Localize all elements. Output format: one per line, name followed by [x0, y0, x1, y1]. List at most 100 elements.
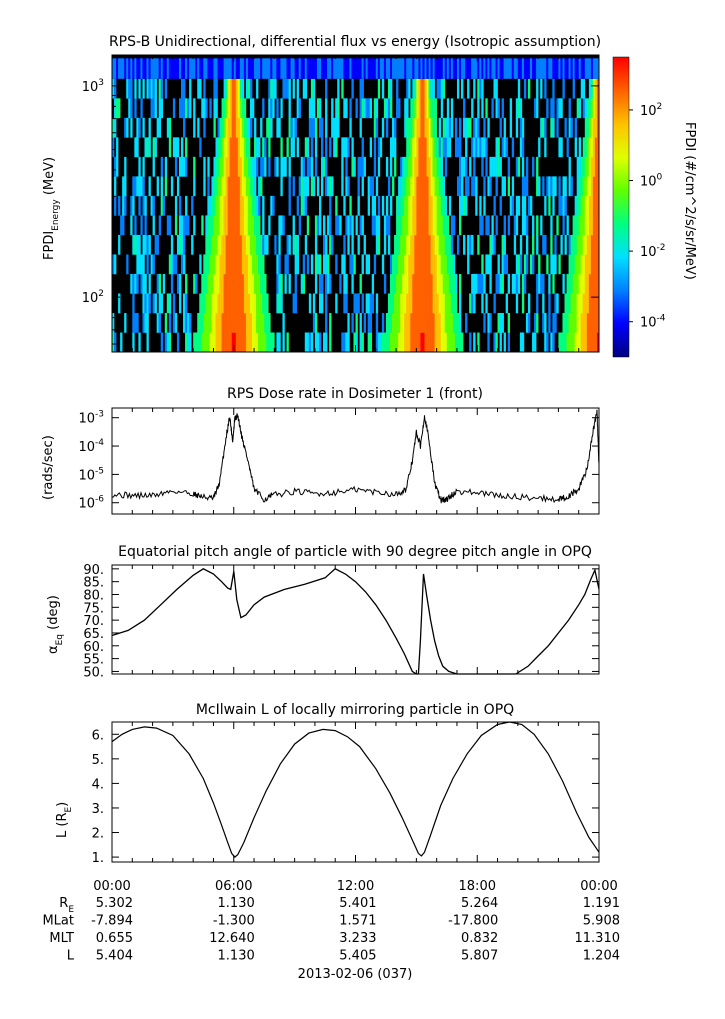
- flux-cell: [576, 254, 580, 275]
- flux-cell: [152, 293, 155, 314]
- flux-cell: [284, 78, 287, 99]
- flux-cell: [404, 312, 407, 333]
- flux-cell: [284, 273, 287, 294]
- flux-cell: [266, 312, 269, 333]
- flux-cell: [588, 195, 592, 216]
- flux-cell: [544, 332, 547, 353]
- flux-cell: [227, 234, 230, 255]
- flux-cell: [499, 156, 502, 177]
- flux-cell: [304, 176, 308, 197]
- flux-cell: [227, 332, 230, 353]
- flux-cell: [126, 78, 129, 99]
- flux-cell: [505, 137, 508, 158]
- flux-cell: [142, 312, 145, 333]
- flux-cell: [394, 117, 397, 138]
- flux-cell: [379, 137, 383, 158]
- flux-cell-top: [288, 58, 291, 79]
- flux-cell: [203, 312, 206, 333]
- flux-cell: [448, 254, 452, 275]
- flux-cell: [550, 234, 553, 255]
- flux-cell: [377, 332, 381, 353]
- flux-cell: [410, 195, 413, 216]
- flux-cell: [349, 195, 352, 216]
- flux-cell: [396, 273, 399, 294]
- flux-cell: [564, 117, 567, 138]
- flux-cell: [582, 78, 586, 99]
- flux-cell: [327, 273, 330, 294]
- flux-cell-top: [203, 58, 206, 79]
- flux-cell: [558, 195, 561, 216]
- flux-cell: [144, 137, 147, 158]
- flux-cell: [337, 78, 340, 99]
- flux-cell: [229, 137, 233, 158]
- flux-cell: [556, 293, 559, 314]
- flux-cell: [580, 156, 584, 177]
- flux-cell: [347, 137, 350, 158]
- flux-cell: [481, 293, 484, 314]
- panel3-ytick-label: 55.: [83, 653, 104, 668]
- flux-cell: [416, 156, 419, 177]
- flux-cell: [335, 254, 338, 275]
- flux-cell: [227, 254, 230, 275]
- flux-cell: [223, 293, 226, 314]
- flux-cell: [418, 332, 421, 353]
- flux-cell: [436, 137, 439, 158]
- flux-cell: [402, 293, 405, 314]
- flux-cell: [217, 254, 220, 275]
- flux-cell: [304, 195, 308, 216]
- flux-cell: [361, 78, 364, 99]
- flux-cell: [235, 254, 239, 275]
- flux-cell: [180, 234, 184, 255]
- flux-cell: [389, 156, 393, 177]
- flux-cell: [231, 273, 235, 294]
- flux-cell: [201, 312, 204, 333]
- flux-cell: [367, 293, 371, 314]
- flux-cell: [592, 98, 596, 119]
- flux-cell-top: [515, 58, 519, 79]
- flux-cell: [174, 195, 178, 216]
- flux-cell: [394, 332, 397, 353]
- flux-cell: [475, 176, 478, 197]
- flux-cell: [412, 176, 415, 197]
- flux-cell: [414, 156, 417, 177]
- flux-cell: [436, 312, 439, 333]
- flux-cell: [215, 176, 218, 197]
- flux-cell: [203, 156, 206, 177]
- flux-cell: [404, 332, 407, 353]
- flux-cell: [353, 293, 356, 314]
- flux-cell-top: [148, 58, 151, 79]
- flux-cell: [497, 137, 500, 158]
- flux-cell: [434, 273, 437, 294]
- flux-cell: [270, 117, 273, 138]
- flux-cell-top: [282, 58, 285, 79]
- flux-cell: [392, 176, 395, 197]
- flux-cell: [513, 215, 517, 236]
- flux-cell: [166, 293, 170, 314]
- flux-cell: [274, 78, 277, 99]
- ephemeris-value: 11.310: [575, 931, 621, 946]
- flux-cell: [148, 78, 151, 99]
- flux-cell: [302, 156, 306, 177]
- flux-cell: [359, 332, 362, 353]
- flux-cell: [487, 332, 490, 353]
- flux-cell: [542, 117, 545, 138]
- flux-cell: [495, 176, 498, 197]
- flux-cell: [424, 117, 427, 138]
- flux-cell: [227, 156, 230, 177]
- flux-cell-top: [396, 58, 399, 79]
- flux-cell: [404, 156, 407, 177]
- flux-cell: [564, 312, 567, 333]
- flux-cell: [394, 156, 397, 177]
- flux-cell: [554, 293, 557, 314]
- flux-cell: [448, 312, 452, 333]
- flux-cell: [288, 117, 291, 138]
- flux-cell: [280, 137, 283, 158]
- flux-cell: [327, 215, 330, 236]
- flux-cell: [229, 156, 233, 177]
- flux-cell: [479, 137, 482, 158]
- flux-cell: [252, 98, 255, 119]
- flux-cell: [446, 273, 450, 294]
- flux-cell: [406, 254, 409, 275]
- flux-cell: [442, 293, 446, 314]
- flux-cell: [584, 98, 588, 119]
